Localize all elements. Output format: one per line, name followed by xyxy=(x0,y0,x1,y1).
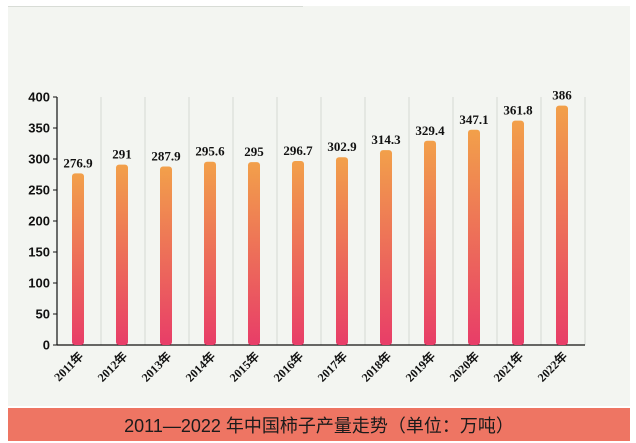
y-tick-label: 100 xyxy=(28,276,50,291)
value-label: 361.8 xyxy=(503,103,533,118)
x-tick-label: 2014年 xyxy=(182,349,218,385)
bar-2013年 xyxy=(160,166,172,345)
value-label: 386 xyxy=(552,88,572,103)
y-tick-label: 350 xyxy=(28,121,50,136)
value-label: 314.3 xyxy=(371,132,401,147)
x-tick-label: 2015年 xyxy=(226,349,262,385)
value-label: 291 xyxy=(112,147,132,162)
y-tick-label: 150 xyxy=(28,245,50,260)
y-tick-label: 50 xyxy=(36,307,50,322)
chart-title: 2011—2022 年中国柿子产量走势（单位：万吨） xyxy=(124,415,514,436)
bar-2018年 xyxy=(380,150,392,345)
bar-2017年 xyxy=(336,157,348,345)
x-tick-label: 2013年 xyxy=(138,349,174,385)
x-tick-labels: 2011年 2012年 2013年 2014年 2015年 2016年 2017年 2018年… xyxy=(51,349,571,385)
y-tick-label: 200 xyxy=(28,214,50,229)
bar-2011年 xyxy=(72,173,84,345)
x-tick-label: 2021年 xyxy=(490,349,526,385)
value-label: 296.7 xyxy=(283,143,313,158)
x-tick-label: 2012年 xyxy=(94,349,130,385)
bar-2021年 xyxy=(512,120,524,346)
x-tick-label: 2019年 xyxy=(402,349,438,385)
top-rule xyxy=(8,6,303,7)
y-tick-label: 250 xyxy=(28,183,50,198)
bar-2022年 xyxy=(556,105,568,346)
value-label: 276.9 xyxy=(63,155,93,170)
x-tick-label: 2017年 xyxy=(314,349,350,385)
x-tick-label: 2011年 xyxy=(51,349,87,385)
value-label: 329.4 xyxy=(415,123,445,138)
bars xyxy=(72,105,568,346)
value-label: 347.1 xyxy=(459,112,488,127)
axes: 0 50 100 150 200 250 300 350 400 xyxy=(28,90,585,353)
bar-2020年 xyxy=(468,129,480,345)
bar-2012年 xyxy=(116,164,128,345)
y-tick-label: 0 xyxy=(43,338,50,353)
value-labels: 276.9 291 287.9 295.6 295 296.7 302.9 314.3 329.… xyxy=(63,88,572,171)
y-tick-label: 400 xyxy=(28,90,50,105)
bar-2015年 xyxy=(248,162,260,345)
value-label: 287.9 xyxy=(151,149,181,164)
chart-title-banner: 2011—2022 年中国柿子产量走势（单位：万吨） xyxy=(8,408,630,441)
value-label: 302.9 xyxy=(327,139,357,154)
value-label: 295 xyxy=(244,144,264,159)
x-tick-label: 2022年 xyxy=(534,349,570,385)
gridlines xyxy=(100,97,586,345)
chart-background xyxy=(8,6,630,406)
x-tick-label: 2020年 xyxy=(446,349,482,385)
bar-2019年 xyxy=(424,140,436,345)
x-tick-label: 2018年 xyxy=(358,349,394,385)
y-tick-label: 300 xyxy=(28,152,50,167)
x-tick-label: 2016年 xyxy=(270,349,306,385)
bar-2014年 xyxy=(204,161,216,345)
bar-2016年 xyxy=(292,161,304,345)
value-label: 295.6 xyxy=(195,144,225,159)
